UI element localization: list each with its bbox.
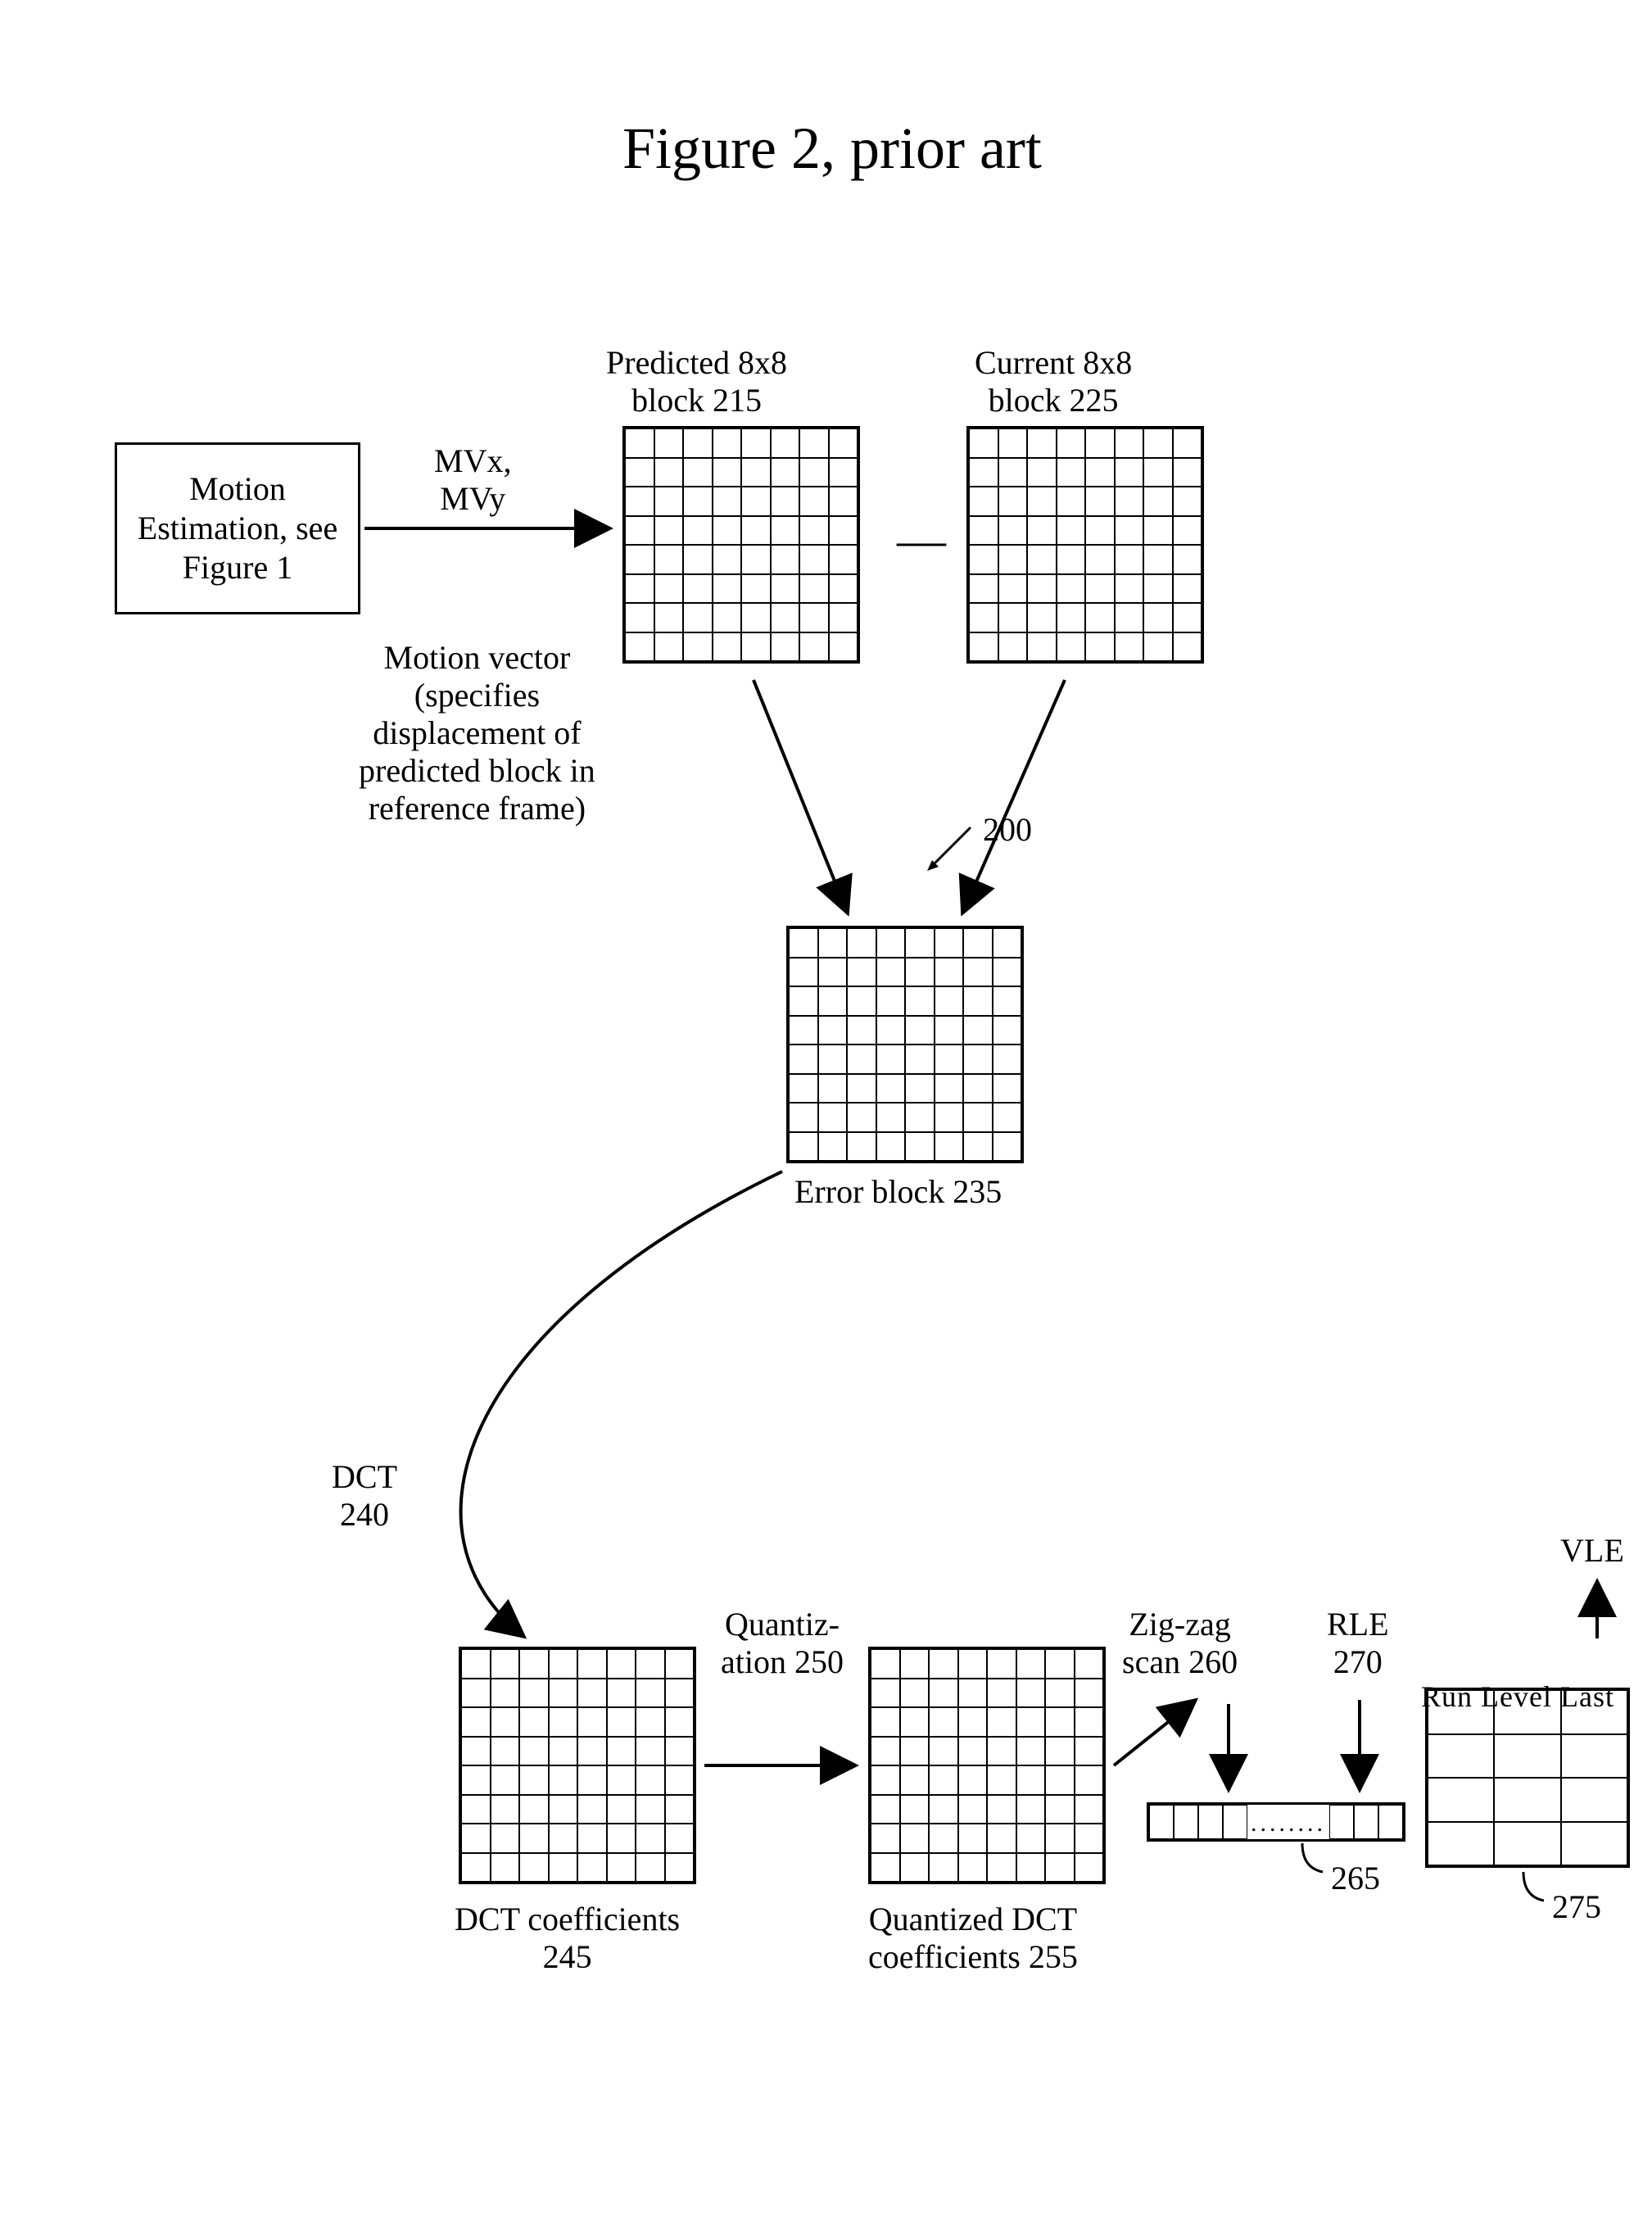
ref-200-text: 200: [983, 811, 1032, 849]
current-block-label: Current 8x8 block 225: [975, 344, 1132, 419]
quantization-label: Quantiz- ation 250: [721, 1606, 844, 1681]
error-block-grid: [786, 926, 1024, 1163]
predicted-block-label: Predicted 8x8 block 215: [606, 344, 787, 419]
dct-coeffs-label: DCT coefficients 245: [455, 1901, 680, 1976]
quantized-dct-grid: [868, 1647, 1106, 1884]
motion-estimation-box: Motion Estimation, see Figure 1: [115, 442, 360, 614]
ref-275-text: 275: [1552, 1888, 1601, 1926]
rle-label: RLE 270: [1327, 1606, 1389, 1681]
current-block-grid: [966, 426, 1204, 664]
scan-vector-dots: ........: [1247, 1805, 1329, 1839]
mv-label: MVx, MVy: [434, 442, 511, 518]
motion-vector-caption: Motion vector (specifies displacement of…: [359, 639, 595, 827]
predicted-block-grid: [622, 426, 860, 664]
error-block-label: Error block 235: [794, 1173, 1002, 1211]
scan-vector: ........: [1147, 1802, 1405, 1842]
ref-265-text: 265: [1331, 1860, 1380, 1897]
dct-step-label: DCT 240: [332, 1458, 397, 1534]
zigzag-label: Zig-zag scan 260: [1122, 1606, 1238, 1681]
vle-label: VLE: [1560, 1532, 1624, 1570]
quantized-dct-label: Quantized DCT coefficients 255: [868, 1901, 1078, 1976]
rll-table: [1425, 1688, 1630, 1868]
figure-title: Figure 2, prior art: [622, 115, 1042, 183]
dct-coeffs-grid: [459, 1647, 696, 1884]
minus-sign: —: [897, 512, 946, 569]
